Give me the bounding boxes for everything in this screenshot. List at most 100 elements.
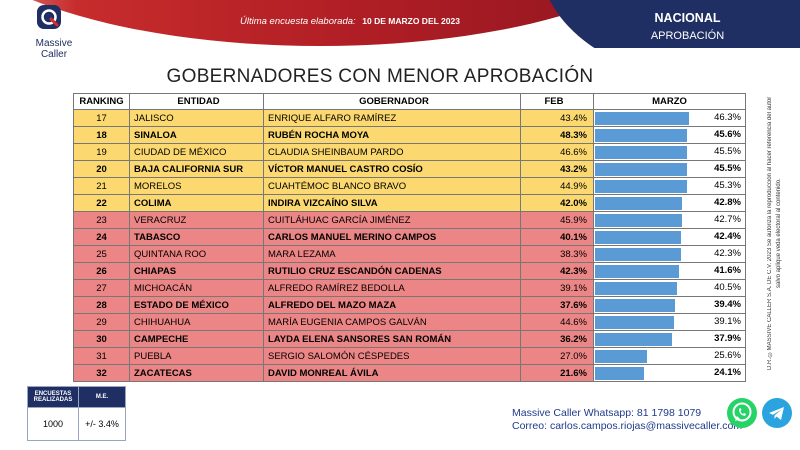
march-value: 42.7% [714,214,741,225]
feb-cell: 36.2% [520,330,594,348]
me-label: M.E. [78,386,126,408]
march-bar [595,197,682,210]
governors-table: RANKING ENTIDAD GOBERNADOR FEB MARZO 17 J… [73,93,746,382]
march-bar [595,163,687,176]
telegram-icon[interactable] [762,398,792,428]
last-survey-label: Última encuesta elaborada: [240,16,356,27]
march-cell: 42.7% [593,211,746,229]
brand-line1: Massive [35,38,73,49]
march-bar [595,367,644,380]
march-value: 45.5% [714,146,741,157]
whatsapp-label: Massive Caller Whatsapp: [512,407,634,419]
feb-cell: 43.2% [520,160,594,178]
entity-cell: JALISCO [129,109,264,127]
march-value: 37.9% [714,333,741,344]
march-value: 40.5% [714,282,741,293]
governor-cell: DAVID MONREAL ÁVILA [263,364,521,382]
march-bar [595,299,675,312]
march-cell: 42.4% [593,228,746,246]
governor-cell: RUTILIO CRUZ ESCANDÓN CADENAS [263,262,521,280]
table-row: 18 SINALOA RUBÉN ROCHA MOYA 48.3% 45.6% [73,126,746,144]
brand-line2: Caller [40,49,68,60]
governor-cell: ALFREDO RAMÍREZ BEDOLLA [263,279,521,297]
entity-cell: ZACATECAS [129,364,264,382]
march-bar [595,231,681,244]
survey-stats: ENCUESTAS REALIZADAS M.E. 1000 +/- 3.4% [27,386,126,441]
header-navy-band [540,0,800,48]
feb-cell: 42.0% [520,194,594,212]
march-bar [595,146,687,159]
march-bar [595,265,679,278]
email-link[interactable]: carlos.campos.riojas@massivecaller.com [549,420,743,432]
governor-cell: MARÍA EUGENIA CAMPOS GALVÁN [263,313,521,331]
last-survey-date: 10 DE MARZO DEL 2023 [362,16,460,26]
table-row: 27 MICHOACÁN ALFREDO RAMÍREZ BEDOLLA 39.1% 4… [73,279,746,297]
rank-cell: 20 [73,160,130,178]
whatsapp-line: Massive Caller Whatsapp: 81 1798 1079 [512,407,742,420]
march-cell: 25.6% [593,347,746,365]
table-row: 31 PUEBLA SERGIO SALOMÓN CÉSPEDES 27.0% 25.6… [73,347,746,365]
march-cell: 45.5% [593,160,746,178]
governor-cell: ENRIQUE ALFARO RAMÍREZ [263,109,521,127]
feb-cell: 38.3% [520,245,594,263]
table-row: 23 VERACRUZ CUITLÁHUAC GARCÍA JIMÉNEZ 45.9%… [73,211,746,229]
email-label: Correo: [512,420,548,432]
rank-cell: 25 [73,245,130,263]
governor-cell: ALFREDO DEL MAZO MAZA [263,296,521,314]
whatsapp-number[interactable]: 81 1798 1079 [636,407,702,419]
march-cell: 42.8% [593,194,746,212]
entity-cell: VERACRUZ [129,211,264,229]
brand-logo: Massive Caller [26,4,76,70]
march-bar [595,214,682,227]
copyright-note: D.R. ©MASSIVE CALLER S.A. DE C.V. 2023 S… [767,96,782,370]
rank-cell: 24 [73,228,130,246]
entity-cell: BAJA CALIFORNIA SUR [129,160,264,178]
march-value: 42.4% [714,231,741,242]
march-bar [595,248,681,261]
col-entity: ENTIDAD [129,93,264,110]
march-cell: 37.9% [593,330,746,348]
march-cell: 39.4% [593,296,746,314]
rank-cell: 29 [73,313,130,331]
rank-cell: 22 [73,194,130,212]
col-march: MARZO [593,93,746,110]
march-cell: 45.5% [593,143,746,161]
whatsapp-icon[interactable] [727,398,757,428]
march-bar [595,350,647,363]
march-bar [595,129,687,142]
table-row: 28 ESTADO DE MÉXICO ALFREDO DEL MAZO MAZA 3… [73,296,746,314]
rank-cell: 17 [73,109,130,127]
feb-cell: 44.9% [520,177,594,195]
march-cell: 42.3% [593,245,746,263]
governor-cell: CARLOS MANUEL MERINO CAMPOS [263,228,521,246]
entity-cell: ESTADO DE MÉXICO [129,296,264,314]
feb-cell: 21.6% [520,364,594,382]
email-line: Correo: carlos.campos.riojas@massivecall… [512,420,742,433]
surveys-value: 1000 [27,407,79,441]
march-bar [595,282,677,295]
surveys-label: ENCUESTAS REALIZADAS [27,386,79,408]
feb-cell: 37.6% [520,296,594,314]
march-value: 41.6% [714,265,741,276]
entity-cell: SINALOA [129,126,264,144]
entity-cell: CAMPECHE [129,330,264,348]
march-value: 45.5% [714,163,741,174]
table-row: 25 QUINTANA ROO MARA LEZAMA 38.3% 42.3% [73,245,746,263]
march-cell: 41.6% [593,262,746,280]
entity-cell: PUEBLA [129,347,264,365]
march-cell: 24.1% [593,364,746,382]
rank-cell: 28 [73,296,130,314]
governor-cell: VÍCTOR MANUEL CASTRO COSÍO [263,160,521,178]
feb-cell: 46.6% [520,143,594,161]
governor-cell: CUITLÁHUAC GARCÍA JIMÉNEZ [263,211,521,229]
governor-cell: INDIRA VIZCAÍNO SILVA [263,194,521,212]
table-row: 17 JALISCO ENRIQUE ALFARO RAMÍREZ 43.4% 46.3… [73,109,746,127]
table-row: 19 CIUDAD DE MÉXICO CLAUDIA SHEINBAUM PARD… [73,143,746,161]
march-value: 39.1% [714,316,741,327]
march-value: 24.1% [714,367,741,378]
entity-cell: QUINTANA ROO [129,245,264,263]
march-cell: 45.3% [593,177,746,195]
table-row: 24 TABASCO CARLOS MANUEL MERINO CAMPOS 40.1… [73,228,746,246]
march-bar [595,180,687,193]
table-row: 26 CHIAPAS RUTILIO CRUZ ESCANDÓN CADENAS 42… [73,262,746,280]
